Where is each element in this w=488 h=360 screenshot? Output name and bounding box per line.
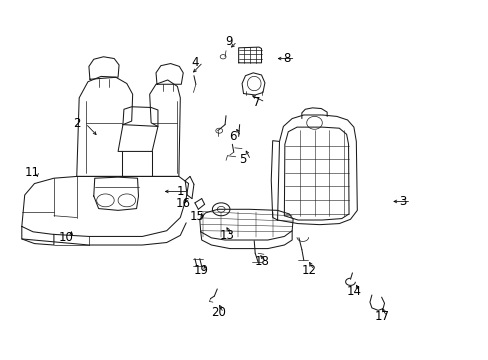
Text: 7: 7 — [253, 96, 260, 109]
Text: 19: 19 — [193, 264, 208, 276]
Text: 3: 3 — [398, 195, 406, 208]
Text: 1: 1 — [176, 185, 183, 198]
Text: 16: 16 — [175, 197, 190, 210]
Text: 15: 15 — [190, 210, 204, 223]
Text: 14: 14 — [346, 285, 361, 298]
Text: 4: 4 — [191, 55, 198, 69]
Text: 6: 6 — [228, 130, 236, 143]
Text: 13: 13 — [219, 229, 234, 242]
Text: 5: 5 — [238, 153, 245, 166]
Text: 20: 20 — [211, 306, 226, 319]
Text: 18: 18 — [254, 255, 268, 268]
Text: 17: 17 — [374, 310, 389, 323]
Text: 12: 12 — [301, 264, 316, 276]
Text: 2: 2 — [73, 117, 81, 130]
Text: 9: 9 — [224, 35, 232, 48]
Text: 8: 8 — [283, 52, 290, 65]
Text: 10: 10 — [59, 231, 74, 244]
Text: 11: 11 — [25, 166, 40, 179]
